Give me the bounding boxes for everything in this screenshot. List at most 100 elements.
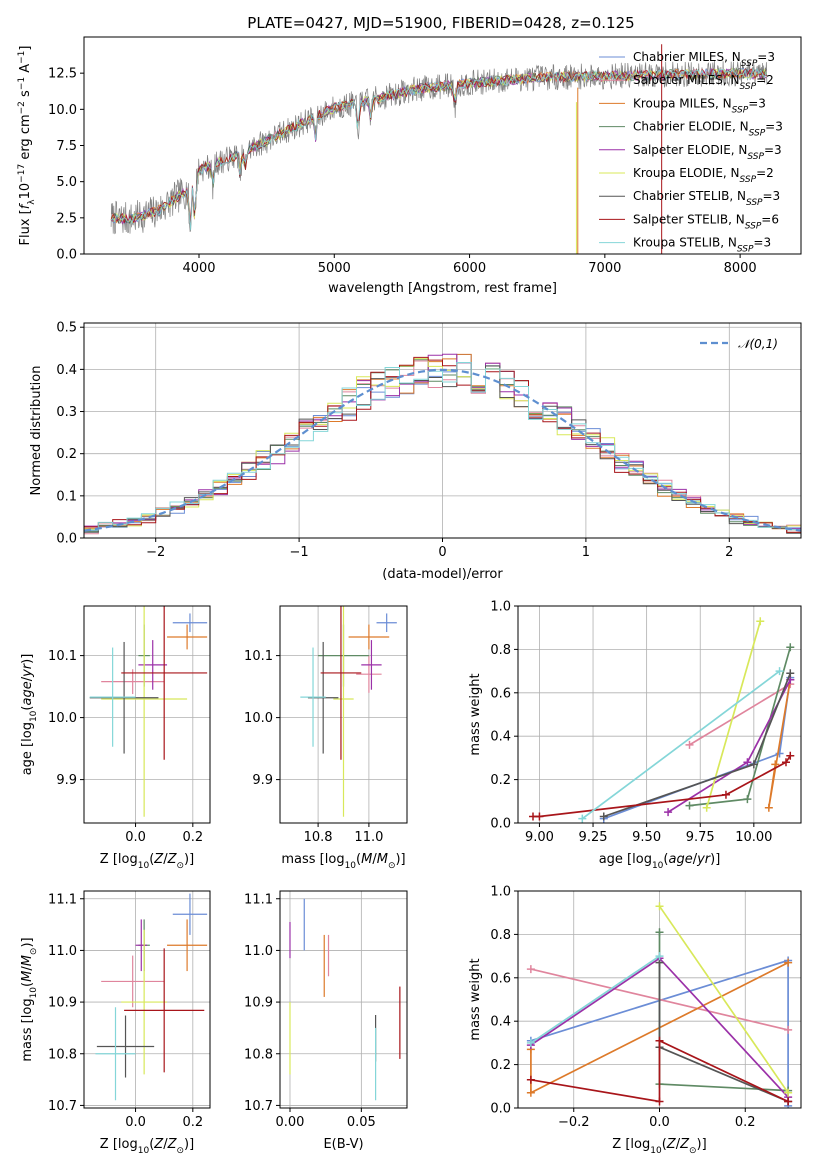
panel-spectrum: 4000 5000 6000 7000 8000 0.0 2.5 5.0 7.5 10.0 12.5… — [17, 36, 802, 296]
y-tick-label: 10.1 — [48, 649, 77, 664]
panel-residual_histogram: −2 −1 0 1 2 0.0 0.1 0.2 0.3 0.4 0.5 𝒩(0,1) (data-mod… — [29, 321, 802, 582]
plot-area — [89, 606, 208, 817]
plot-area — [529, 617, 795, 823]
weight-marker-chabrier_elodie — [786, 643, 795, 652]
y-tick-label: 11.0 — [244, 944, 273, 959]
y-tick-label: 10.9 — [48, 996, 77, 1011]
weight-marker-salpeter_stelib — [721, 790, 730, 799]
legend-entry: Salpeter STELIB, NSSP=6 — [633, 212, 779, 231]
x-tick-label: 5000 — [318, 261, 351, 276]
axes-frame — [517, 605, 802, 824]
x-tick-label: 0.00 — [276, 1115, 305, 1130]
histogram-salpeter_elodie — [84, 353, 801, 530]
y-tick-label: 9.9 — [56, 773, 77, 788]
x-tick-label: 10.8 — [304, 830, 333, 845]
weight-line-salpeter_stelib — [530, 1039, 789, 1103]
weight-line-chabrier_stelib — [603, 672, 792, 818]
weight-marker-kroupa_miles — [526, 1088, 535, 1097]
axes-frame — [83, 36, 802, 255]
y-tick-label: 12.5 — [48, 67, 77, 82]
weight-marker-chabrier_miles — [775, 749, 784, 758]
panel-age_vs_Z: 0.0 0.2 9.9 10.0 10.1 Z [log10(Z/Z⊙)] age [log… — [20, 605, 211, 871]
panel-mass_vs_Z: 0.0 0.2 10.7 10.8 10.9 11.0 11.1 Z [log10(Z/Z⊙)… — [20, 890, 211, 1156]
y-tick-label: 0.8 — [490, 643, 511, 658]
axes-frame — [83, 890, 211, 1109]
y-tick-label: 0.0 — [56, 248, 77, 263]
x-tick-label: 9.25 — [579, 830, 608, 845]
legend-entry: Kroupa STELIB, NSSP=3 — [633, 236, 771, 255]
y-tick-label: 0.0 — [490, 1102, 511, 1117]
y-tick-label: 7.5 — [56, 139, 77, 154]
y-tick-label: 10.7 — [48, 1099, 77, 1114]
y-axis-label: Normed distribution — [29, 366, 44, 496]
weight-marker-chabrier_elodie — [655, 928, 664, 937]
panel-weight_vs_Z: −0.2 0.0 0.2 0.0 0.2 0.4 0.6 0.8 1.0 Z [log10(Z/Z… — [468, 885, 802, 1156]
y-tick-label: 5.0 — [56, 175, 77, 190]
x-tick-label: 8000 — [724, 261, 757, 276]
weight-marker-chabrier_elodie — [685, 801, 694, 810]
y-tick-label: 10.7 — [244, 1099, 273, 1114]
weight-marker-chabrier_elodie — [743, 795, 752, 804]
y-tick-label: 10.0 — [48, 103, 77, 118]
y-tick-label: 10.0 — [244, 711, 273, 726]
x-tick-label: 9.75 — [686, 830, 715, 845]
legend-entry: 𝒩(0,1) — [738, 337, 778, 351]
histogram-kroupa_stelib — [84, 362, 801, 531]
weight-marker-salpeter_stelib — [535, 812, 544, 821]
y-tick-label: 0.2 — [490, 773, 511, 788]
weight-marker-kroupa_stelib — [578, 814, 587, 823]
histogram-kroupa_elodie — [84, 358, 801, 530]
weight-marker-kroupa_elodie — [702, 803, 711, 812]
weight-marker-salpeter_stelib — [781, 758, 790, 767]
x-axis-label: Z [log10(Z/Z⊙)] — [612, 1137, 706, 1156]
y-tick-label: 0.8 — [490, 928, 511, 943]
x-tick-label: 1 — [582, 545, 590, 560]
legend-entry: Chabrier MILES, NSSP=3 — [633, 50, 775, 69]
weight-line-chabrier_elodie — [658, 932, 789, 1092]
figure-title: PLATE=0427, MJD=51900, FIBERID=0428, z=0… — [247, 14, 634, 32]
x-axis-label: E(B-V) — [323, 1137, 363, 1152]
x-tick-label: −2 — [146, 545, 165, 560]
weight-marker-kroupa_miles — [764, 803, 773, 812]
y-tick-label: 1.0 — [490, 885, 511, 900]
x-tick-label: 0.2 — [735, 1115, 756, 1130]
y-tick-label: 0.1 — [56, 489, 77, 504]
y-tick-label: 10.9 — [244, 996, 273, 1011]
x-tick-label: −0.2 — [558, 1115, 590, 1130]
axes-frame — [517, 890, 802, 1109]
y-tick-label: 0.6 — [490, 686, 511, 701]
weight-marker-kroupa_stelib — [655, 952, 664, 961]
y-tick-label: 10.0 — [48, 711, 77, 726]
y-tick-label: 10.8 — [244, 1047, 273, 1062]
x-tick-label: 9.50 — [632, 830, 661, 845]
axes-frame — [83, 322, 802, 539]
legend-entry: Kroupa ELODIE, NSSP=2 — [633, 166, 774, 185]
weight-marker-kroupa_stelib — [526, 1038, 535, 1047]
histogram-chabrier_stelib — [84, 362, 801, 534]
normal-reference-curve — [84, 368, 801, 532]
x-tick-label: 10.00 — [735, 830, 772, 845]
panel-age_vs_mass: 10.8 11.0 9.9 10.0 10.1 mass [log10(M/M⊙)] — [244, 605, 408, 871]
y-tick-label: 10.1 — [244, 649, 273, 664]
x-axis-label: wavelength [Angstrom, rest frame] — [328, 281, 557, 296]
weight-marker-salpeter_miles — [526, 965, 535, 974]
y-tick-label: 0.3 — [56, 405, 77, 420]
weight-line-kroupa_stelib — [581, 670, 781, 820]
x-tick-label: 0.2 — [182, 1115, 203, 1130]
y-tick-label: 0.0 — [490, 817, 511, 832]
legend-entry: Salpeter ELODIE, NSSP=3 — [633, 143, 782, 162]
x-tick-label: 0.05 — [347, 1115, 376, 1130]
legend-entry: Chabrier ELODIE, NSSP=3 — [633, 120, 783, 139]
weight-marker-kroupa_elodie — [655, 902, 664, 911]
weight-marker-salpeter_stelib — [786, 751, 795, 760]
y-tick-label: 2.5 — [56, 211, 77, 226]
y-axis-label: mass [log10(M/M⊙)] — [20, 937, 39, 1061]
x-tick-label: 0.0 — [125, 1115, 146, 1130]
weight-marker-salpeter_miles — [784, 1025, 793, 1034]
y-tick-label: 10.8 — [48, 1047, 77, 1062]
plot-area — [95, 893, 208, 1101]
weight-marker-salpeter_stelib — [526, 1075, 535, 1084]
plot-area — [300, 606, 397, 817]
spectrum-model-salpeter_stelib — [110, 68, 767, 226]
y-axis-label: mass weight — [468, 673, 483, 755]
